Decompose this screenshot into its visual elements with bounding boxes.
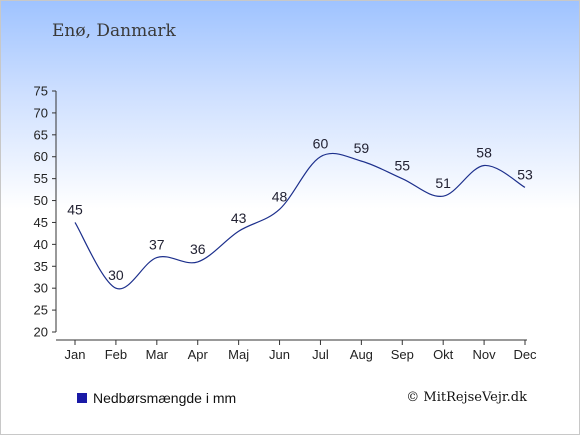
y-tick-label: 25 [34,303,48,318]
data-label: 43 [231,210,247,226]
x-tick-label: Aug [350,347,373,362]
y-tick-label: 50 [34,193,48,208]
y-tick-label: 55 [34,171,48,186]
x-tick-label: Apr [188,347,209,362]
data-label: 55 [394,158,410,174]
data-label: 48 [272,188,288,204]
data-label: 60 [313,136,329,152]
y-tick-label: 75 [34,84,48,99]
chart-title: Enø, Danmark [52,21,176,41]
series-line [74,152,526,290]
y-tick-label: 30 [34,281,48,296]
data-label: 59 [354,140,370,156]
legend-swatch [77,393,87,403]
y-tick-label: 60 [34,149,48,164]
x-tick-label: Nov [473,347,497,362]
data-label: 53 [517,166,533,182]
data-label: 36 [190,241,206,257]
y-tick-label: 20 [34,325,48,340]
y-tick-label: 65 [34,127,48,142]
data-label: 58 [476,144,492,160]
x-tick-label: Mar [146,347,169,362]
x-tick-label: Okt [433,347,454,362]
legend: Nedbørsmængde i mm [77,390,236,406]
x-tick-label: Maj [228,347,249,362]
y-tick-label: 40 [34,237,48,252]
y-tick-label: 70 [34,105,48,120]
data-label: 30 [108,267,124,283]
y-tick-label: 35 [34,259,48,274]
credit-text: © MitRejseVejr.dk [406,390,527,405]
data-label: 51 [435,175,451,191]
y-tick-label: 45 [34,215,48,230]
data-label: 37 [149,237,165,253]
legend-label: Nedbørsmængde i mm [93,390,237,406]
x-tick-label: Dec [513,347,537,362]
x-tick-label: Jun [269,347,290,362]
x-tick-label: Feb [105,347,127,362]
x-tick-label: Jul [312,347,329,362]
x-tick-label: Jan [65,347,86,362]
data-label: 45 [67,201,83,217]
x-tick-label: Sep [391,347,414,362]
